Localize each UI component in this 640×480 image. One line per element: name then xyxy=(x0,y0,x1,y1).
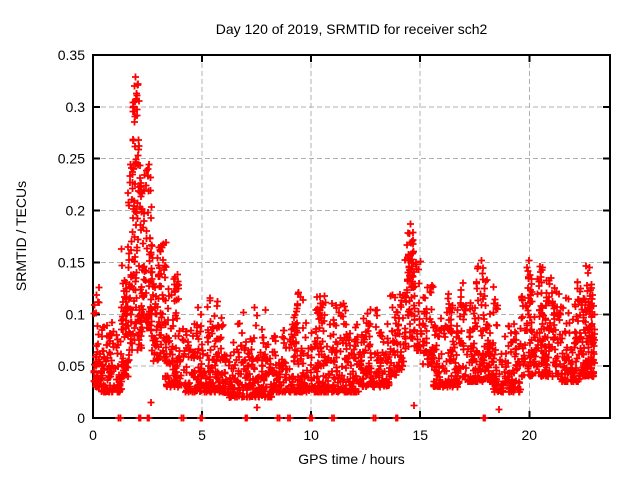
x-tick-label: 0 xyxy=(89,427,97,443)
x-tick-label: 20 xyxy=(521,427,537,443)
x-tick-label: 15 xyxy=(412,427,428,443)
tick-labels: 0 0.05 0.1 0.15 0.2 0.25 0.3 0.35 0 5 10 15 20 xyxy=(58,47,538,443)
chart-title: Day 120 of 2019, SRMTID for receiver sch… xyxy=(215,21,488,37)
y-tick-label: 0.1 xyxy=(66,306,86,322)
y-tick-label: 0.2 xyxy=(66,203,86,219)
y-tick-label: 0.25 xyxy=(58,151,85,167)
y-tick-label: 0 xyxy=(77,410,85,426)
y-tick-label: 0.35 xyxy=(58,47,85,63)
x-axis-label: GPS time / hours xyxy=(298,451,405,467)
x-tick-label: 10 xyxy=(303,427,319,443)
y-tick-label: 0.15 xyxy=(58,254,85,270)
y-tick-label: 0.3 xyxy=(66,99,86,115)
x-tick-label: 5 xyxy=(198,427,206,443)
scatter-points xyxy=(90,73,598,422)
y-tick-label: 0.05 xyxy=(58,358,85,374)
